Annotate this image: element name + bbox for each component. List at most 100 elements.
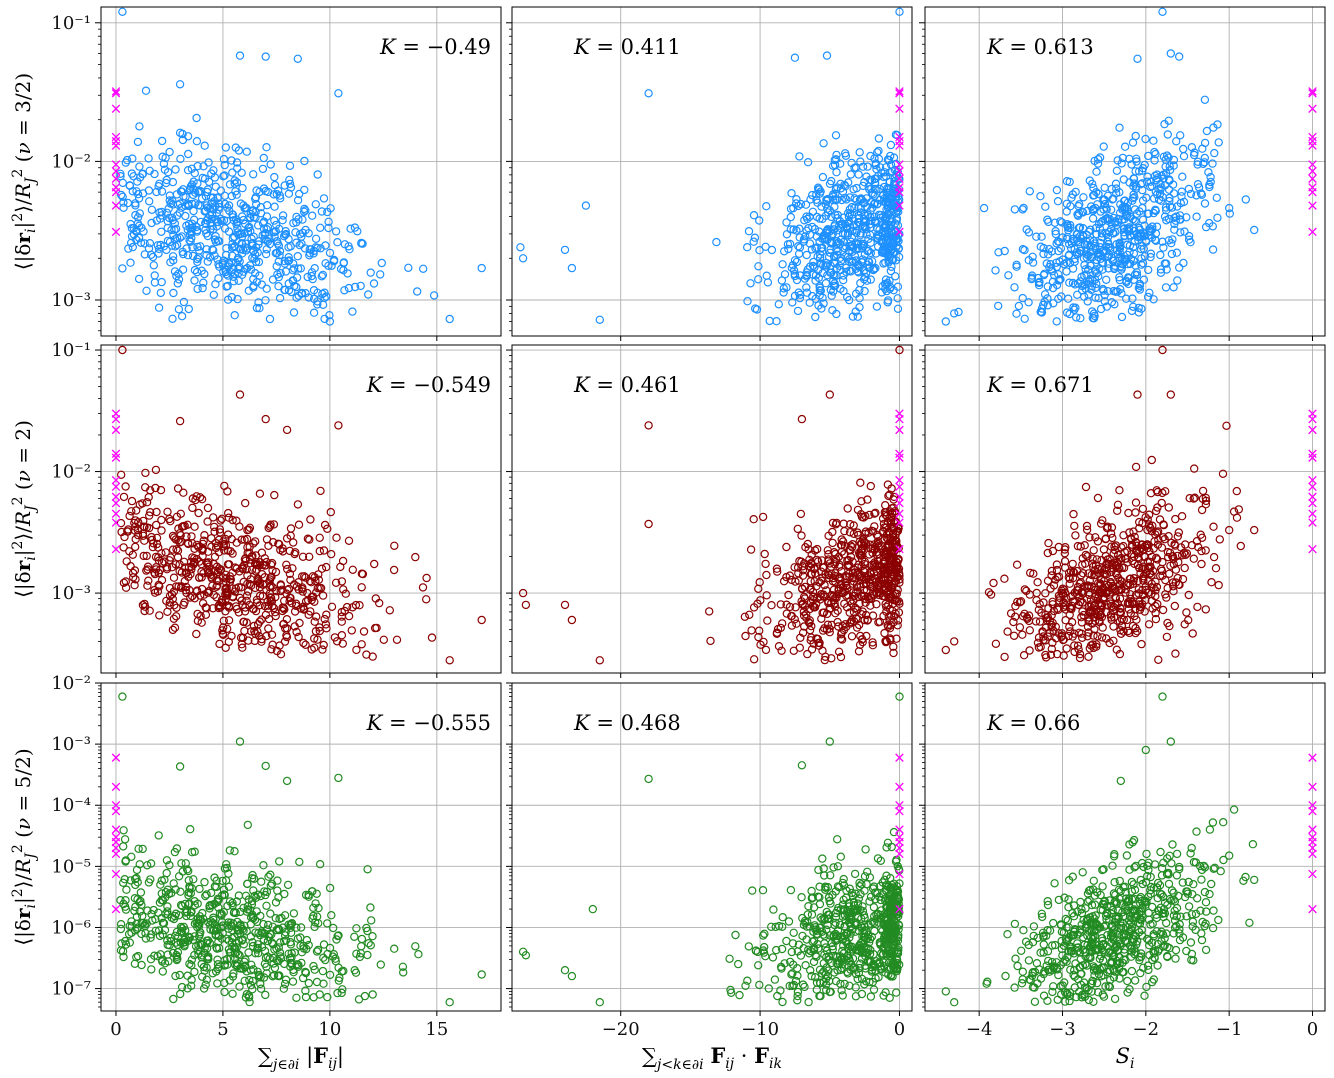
data-point: [266, 520, 275, 529]
data-point: [200, 590, 209, 599]
outlier-marker: [111, 425, 121, 435]
data-point: [169, 533, 179, 542]
data-point: [894, 608, 904, 617]
data-point: [1092, 230, 1101, 239]
data-point: [235, 951, 244, 960]
data-point: [274, 186, 283, 195]
data-point: [232, 190, 241, 199]
data-point: [376, 270, 385, 279]
data-point: [1094, 252, 1103, 262]
data-point: [162, 856, 172, 865]
data-point: [316, 244, 325, 253]
data-point: [1070, 521, 1079, 531]
data-point: [128, 242, 137, 252]
data-point: [256, 979, 265, 989]
data-point: [162, 175, 171, 185]
data-point: [1180, 540, 1190, 549]
data-point: [817, 567, 826, 576]
data-point: [318, 645, 327, 654]
data-point: [314, 570, 323, 579]
data-point: [187, 961, 196, 970]
data-point: [1124, 223, 1134, 232]
data-point: [1043, 215, 1052, 224]
data-point: [222, 954, 232, 964]
data-point: [854, 620, 864, 630]
data-point: [237, 596, 246, 605]
outlier-marker: [1308, 166, 1317, 176]
panel-1-0: 10⁻³10⁻²10⁻¹K = −0.549: [51, 340, 502, 678]
data-point: [255, 304, 264, 313]
data-point: [560, 245, 570, 255]
data-point: [140, 606, 149, 616]
data-point: [789, 266, 799, 275]
data-point: [193, 179, 202, 188]
data-point: [872, 530, 882, 540]
data-point: [1088, 619, 1097, 628]
data-point: [174, 305, 184, 314]
data-point: [1174, 528, 1184, 537]
data-point: [1127, 542, 1137, 552]
data-point: [1173, 276, 1182, 285]
data-point: [1165, 176, 1174, 185]
data-point: [889, 648, 898, 658]
data-point: [256, 984, 266, 993]
data-point: [819, 608, 829, 617]
data-point: [891, 595, 901, 605]
data-point: [1024, 228, 1034, 237]
data-point: [1099, 286, 1108, 295]
data-point: [351, 968, 361, 977]
data-point: [266, 909, 275, 918]
data-point: [1056, 292, 1066, 301]
data-point: [216, 214, 225, 223]
data-point: [812, 634, 821, 643]
outlier-marker: [111, 89, 121, 98]
data-point: [122, 885, 131, 894]
data-point: [163, 885, 172, 894]
data-point: [1071, 531, 1080, 540]
outlier-marker: [111, 87, 121, 96]
outlier-marker: [111, 518, 121, 527]
data-point: [813, 183, 823, 192]
data-point: [303, 272, 312, 282]
data-point: [779, 284, 789, 293]
data-point: [1163, 552, 1173, 562]
data-point: [1129, 599, 1139, 609]
data-point: [172, 271, 181, 281]
data-point: [211, 926, 221, 935]
data-point: [317, 564, 327, 573]
data-point: [889, 492, 899, 502]
y-tick-label: 10⁻²: [51, 151, 91, 172]
data-point: [1009, 617, 1018, 627]
data-point: [298, 584, 307, 594]
data-point: [1071, 313, 1081, 322]
data-point: [368, 990, 377, 999]
data-point: [248, 238, 257, 248]
data-point: [779, 577, 789, 586]
data-point: [1132, 615, 1141, 624]
data-point: [1125, 628, 1134, 638]
data-point: [166, 517, 175, 526]
data-point: [1121, 202, 1130, 212]
data-point: [1184, 235, 1194, 244]
data-point: [1015, 623, 1025, 632]
data-point: [259, 935, 269, 944]
data-point: [749, 210, 759, 220]
data-point: [154, 568, 163, 578]
data-point: [1099, 593, 1108, 602]
data-point: [1056, 275, 1065, 284]
data-point: [1065, 622, 1074, 632]
data-point: [782, 542, 791, 552]
data-point: [276, 545, 285, 555]
data-point: [1065, 309, 1074, 319]
data-point: [1134, 517, 1144, 527]
data-point: [805, 618, 814, 628]
data-point: [271, 914, 280, 923]
data-point: [266, 881, 275, 890]
data-point: [854, 240, 863, 249]
data-point: [893, 621, 902, 630]
outlier-marker: [111, 187, 121, 197]
data-point: [797, 597, 806, 606]
data-point: [841, 571, 850, 581]
data-point: [318, 591, 328, 600]
data-point: [285, 597, 294, 606]
